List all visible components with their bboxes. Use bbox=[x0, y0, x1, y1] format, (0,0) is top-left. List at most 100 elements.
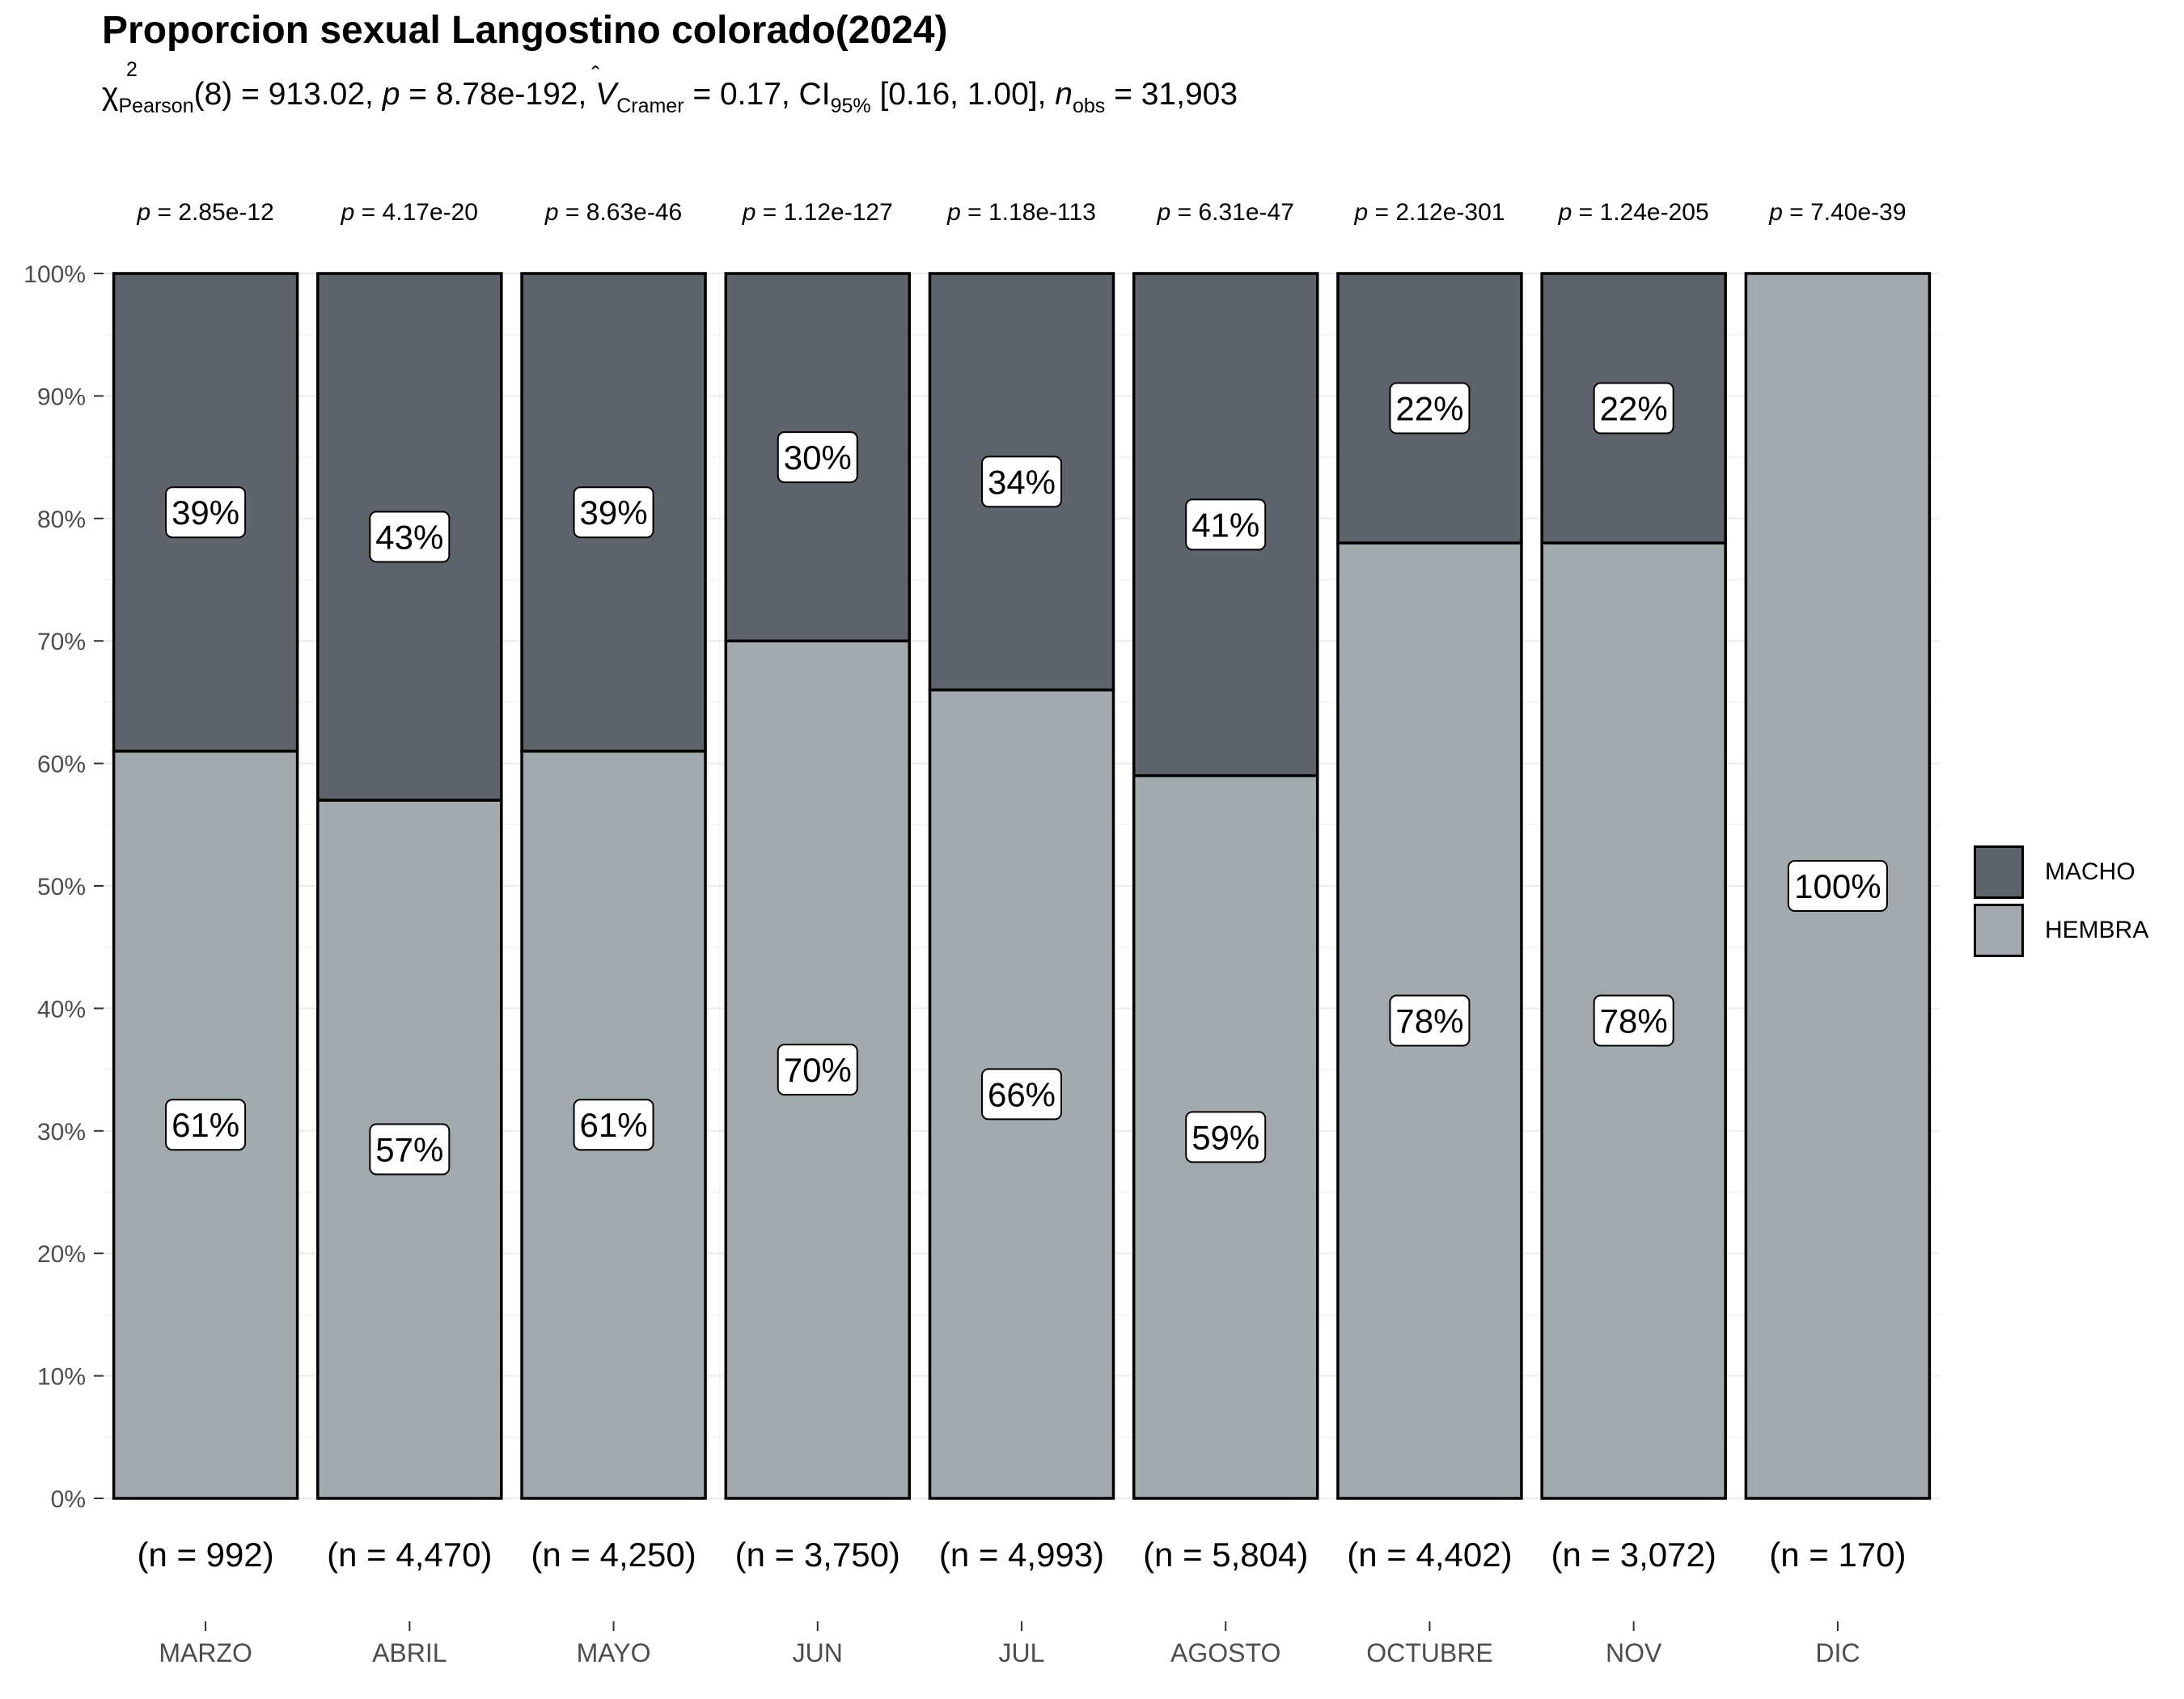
y-tick-label: 60% bbox=[37, 752, 86, 778]
x-tick-label: JUN bbox=[793, 1638, 843, 1667]
p-value-number: = 8.63e-46 bbox=[559, 199, 683, 226]
p-value-label: p = 7.40e-39 bbox=[1768, 199, 1906, 226]
data-label-hembra-box bbox=[777, 1044, 858, 1096]
y-tick-label: 50% bbox=[37, 874, 86, 900]
data-label-macho-box bbox=[777, 431, 858, 484]
n-label: (n = 4,993) bbox=[939, 1536, 1104, 1574]
y-tick-label: 20% bbox=[37, 1241, 86, 1268]
data-label-hembra: 100% bbox=[1794, 867, 1881, 905]
n-label: (n = 3,750) bbox=[735, 1536, 900, 1574]
p-value-label: p = 8.63e-46 bbox=[544, 199, 682, 226]
p-value-label: p = 1.24e-205 bbox=[1558, 199, 1709, 226]
data-label-macho-box bbox=[1185, 498, 1267, 551]
x-tick-label: MAYO bbox=[577, 1638, 651, 1667]
data-label-macho-box bbox=[1593, 382, 1674, 434]
data-label-hembra-box bbox=[1185, 1111, 1267, 1163]
p-value-label: p = 2.85e-12 bbox=[136, 199, 273, 226]
p-value-italic: p bbox=[946, 199, 961, 226]
p-value-number: = 1.18e-113 bbox=[961, 199, 1096, 226]
data-label-hembra: 78% bbox=[1395, 1002, 1463, 1040]
data-label-macho: 34% bbox=[988, 463, 1056, 501]
y-tick-label: 80% bbox=[37, 506, 86, 533]
p-value-italic: p bbox=[136, 199, 150, 226]
data-label-hembra: 61% bbox=[580, 1106, 648, 1144]
data-label-hembra: 61% bbox=[171, 1106, 239, 1144]
n-label: (n = 5,804) bbox=[1143, 1536, 1308, 1574]
p-label: p bbox=[382, 77, 400, 112]
data-label-macho-box bbox=[981, 455, 1062, 508]
data-label-hembra: 59% bbox=[1191, 1118, 1259, 1156]
chi-stat: (8) = 913.02, bbox=[193, 77, 383, 112]
v-value: = 0.17, CI bbox=[684, 77, 831, 112]
data-label-macho: 39% bbox=[171, 494, 239, 532]
x-tick-label: JUL bbox=[999, 1638, 1045, 1667]
n-label: (n = 992) bbox=[137, 1536, 273, 1574]
data-label-macho: 22% bbox=[1395, 390, 1463, 428]
n-label: n bbox=[1055, 77, 1073, 112]
p-value-number: = 7.40e-39 bbox=[1783, 199, 1907, 226]
data-label-macho-box bbox=[165, 486, 247, 539]
n-value: = 31,903 bbox=[1105, 77, 1238, 112]
v-subscript: Cramer bbox=[616, 95, 684, 117]
data-label-hembra-box bbox=[1389, 994, 1471, 1047]
legend-item-macho: MACHO bbox=[1974, 843, 2148, 901]
p-value-label: p = 2.12e-301 bbox=[1353, 199, 1505, 226]
p-value-label: p = 1.18e-113 bbox=[946, 199, 1096, 226]
p-value-number: = 1.24e-205 bbox=[1572, 199, 1708, 226]
p-value-italic: p bbox=[544, 199, 559, 226]
legend: MACHO HEMBRA bbox=[1974, 843, 2148, 960]
p-value-italic: p bbox=[1768, 199, 1783, 226]
y-tick-label: 30% bbox=[37, 1119, 86, 1146]
legend-label-hembra: HEMBRA bbox=[2045, 917, 2149, 943]
bar-macho bbox=[1540, 272, 1727, 544]
chi-superscript: 2 bbox=[126, 58, 138, 81]
data-label-macho-box bbox=[573, 486, 654, 539]
y-tick-label: 10% bbox=[37, 1364, 86, 1391]
x-tick-label: DIC bbox=[1815, 1638, 1860, 1667]
data-label-macho-box bbox=[369, 511, 451, 563]
p-value-italic: p bbox=[341, 199, 355, 226]
p-value-number: = 1.12e-127 bbox=[756, 199, 892, 226]
y-tick-label: 40% bbox=[37, 996, 86, 1023]
x-tick-label: OCTUBRE bbox=[1366, 1638, 1492, 1667]
legend-label-macho: MACHO bbox=[2045, 858, 2135, 885]
p-value-number: = 2.12e-301 bbox=[1368, 199, 1505, 226]
data-label-macho: 43% bbox=[375, 519, 443, 557]
data-label-hembra-box bbox=[1593, 994, 1674, 1047]
chart-title: Proporcion sexual Langostino colorado(20… bbox=[102, 9, 948, 52]
p-value-italic: p bbox=[1157, 199, 1171, 226]
y-tick-label: 70% bbox=[37, 629, 86, 655]
legend-key-hembra bbox=[1974, 904, 2024, 957]
x-tick-label: ABRIL bbox=[372, 1638, 447, 1667]
p-value-italic: p bbox=[1353, 199, 1368, 226]
bar-hembra bbox=[1540, 541, 1727, 1500]
data-label-macho: 39% bbox=[580, 494, 648, 532]
data-label-macho-box bbox=[1389, 382, 1471, 434]
ci-subscript: 95% bbox=[830, 95, 871, 117]
p-value-number: = 2.85e-12 bbox=[150, 199, 274, 226]
p-value-number: = 6.31e-47 bbox=[1170, 199, 1294, 226]
data-label-hembra: 57% bbox=[375, 1131, 443, 1169]
ci-value: [0.16, 1.00], bbox=[870, 77, 1056, 112]
n-label: (n = 170) bbox=[1769, 1536, 1906, 1574]
data-label-hembra-box bbox=[165, 1099, 247, 1151]
y-tick-label: 100% bbox=[23, 261, 86, 288]
data-label-hembra-box bbox=[573, 1099, 654, 1151]
v-label: ̂V bbox=[595, 77, 617, 112]
p-value: = 8.78e-192, bbox=[400, 77, 596, 112]
p-value-italic: p bbox=[1558, 199, 1572, 226]
data-label-macho: 41% bbox=[1191, 506, 1259, 544]
n-label: (n = 4,402) bbox=[1347, 1536, 1512, 1574]
data-label-hembra: 78% bbox=[1600, 1002, 1668, 1040]
y-tick-label: 0% bbox=[51, 1486, 86, 1513]
x-tick-label: NOV bbox=[1606, 1638, 1662, 1667]
bar-hembra bbox=[928, 688, 1115, 1500]
y-tick-label: 90% bbox=[37, 383, 86, 410]
data-label-macho: 22% bbox=[1600, 390, 1668, 428]
data-label-macho: 30% bbox=[784, 439, 852, 477]
p-value-italic: p bbox=[742, 199, 756, 226]
legend-item-hembra: HEMBRA bbox=[1974, 901, 2148, 960]
